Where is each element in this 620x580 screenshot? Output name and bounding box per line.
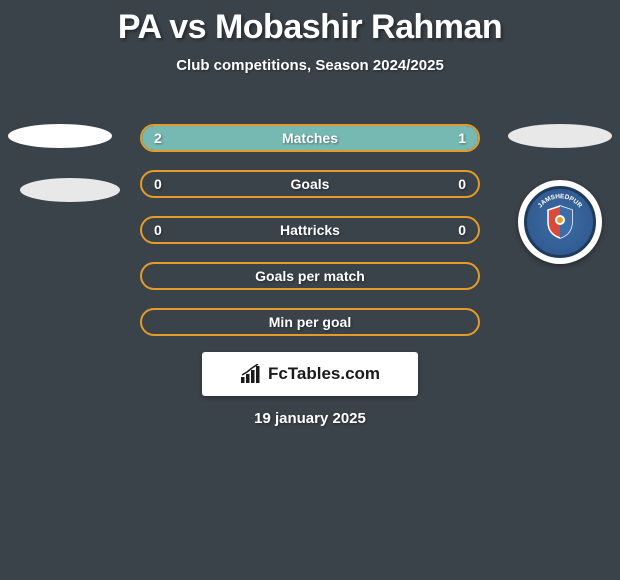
brand-badge: FcTables.com	[202, 352, 418, 396]
stat-row: Goals per match	[140, 262, 480, 290]
player-left-placeholder-1	[8, 124, 112, 148]
stat-value-right: 1	[458, 130, 466, 146]
player-right-placeholder	[508, 124, 612, 148]
stat-label: Goals per match	[255, 268, 365, 284]
chart-icon	[240, 364, 262, 384]
subtitle: Club competitions, Season 2024/2025	[0, 57, 620, 74]
stat-label: Hattricks	[280, 222, 340, 238]
stat-row: Min per goal	[140, 308, 480, 336]
jamshedpur-fc-logo: JAMSHEDPUR	[524, 186, 596, 258]
brand-text: FcTables.com	[268, 364, 380, 384]
stat-row: 2 1 Matches	[140, 124, 480, 152]
page-title: PA vs Mobashir Rahman	[0, 0, 620, 47]
stats-container: 2 1 Matches 0 0 Goals 0 0 Hattricks Goals per mat…	[140, 124, 480, 354]
player-left-placeholder-2	[20, 178, 120, 202]
svg-text:JAMSHEDPUR: JAMSHEDPUR	[537, 193, 584, 210]
stat-label: Goals	[291, 176, 330, 192]
badge-arc-text: JAMSHEDPUR	[527, 189, 593, 255]
stat-label: Min per goal	[269, 314, 351, 330]
stat-label: Matches	[282, 130, 338, 146]
stat-row: 0 0 Hattricks	[140, 216, 480, 244]
stat-value-left: 0	[154, 222, 162, 238]
stat-row: 0 0 Goals	[140, 170, 480, 198]
stat-value-right: 0	[458, 176, 466, 192]
stat-value-left: 0	[154, 176, 162, 192]
stat-value-left: 2	[154, 130, 162, 146]
club-badge: JAMSHEDPUR	[518, 180, 602, 264]
stat-value-right: 0	[458, 222, 466, 238]
date-label: 19 january 2025	[0, 410, 620, 427]
